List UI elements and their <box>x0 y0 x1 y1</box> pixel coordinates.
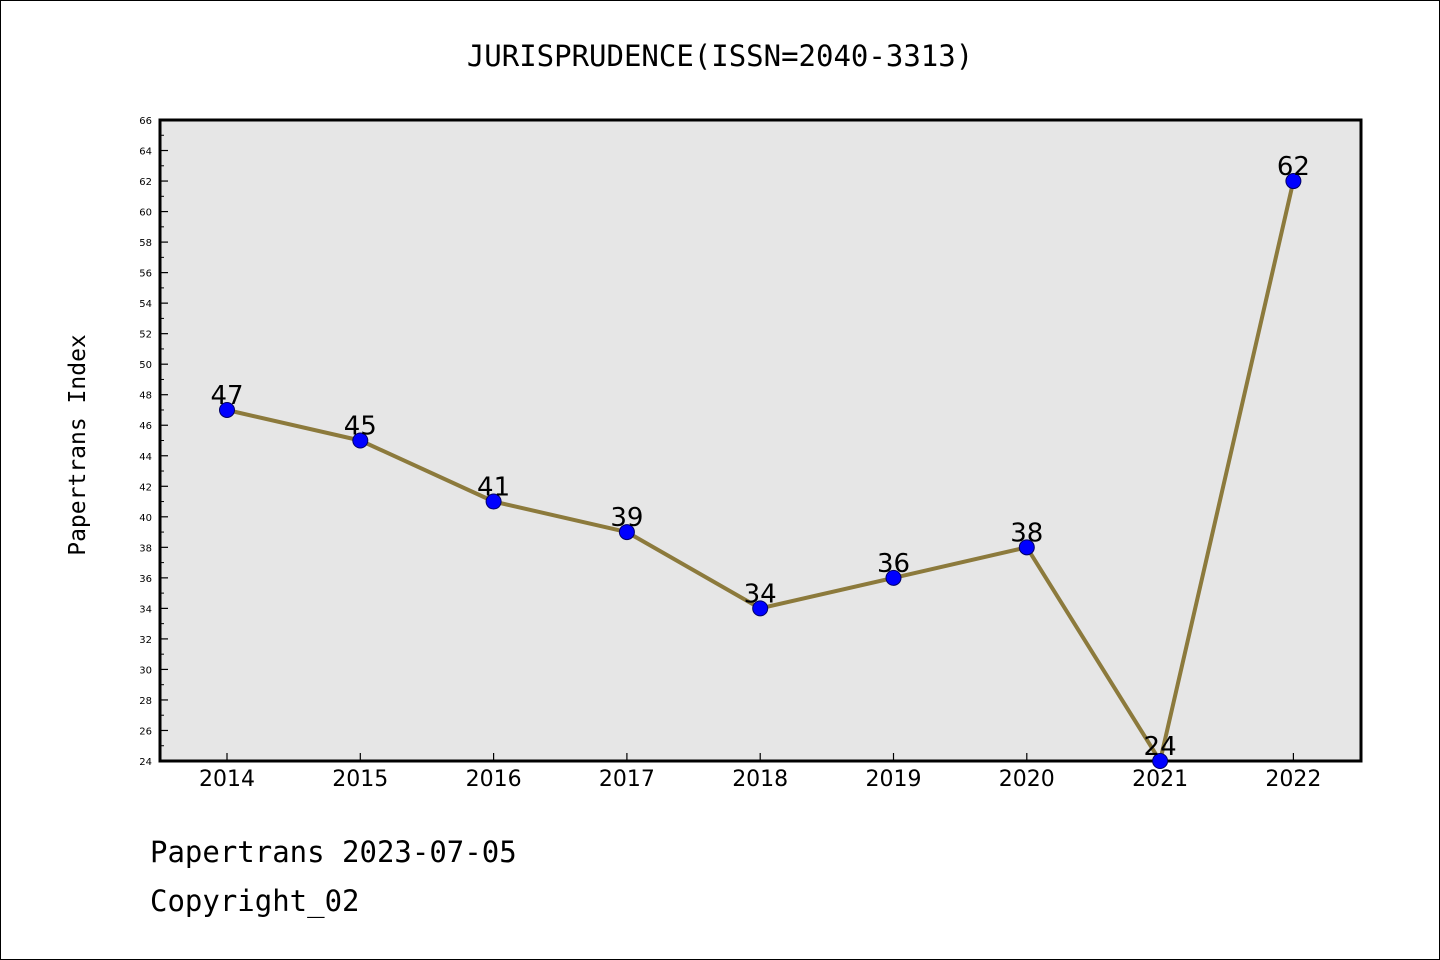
data-label: 45 <box>344 412 377 442</box>
data-label: 38 <box>1010 518 1043 548</box>
x-axis-ticks: 2014 2015 2016 2017 2018 2019 2020 2021 2022 <box>199 753 1321 792</box>
y-tick-label: 54 <box>139 299 152 310</box>
footer-date-text: Papertrans 2023-07-05 <box>150 835 517 869</box>
y-tick-label: 26 <box>139 726 152 737</box>
y-tick-label: 38 <box>139 543 152 554</box>
data-point-marker <box>618 524 635 541</box>
y-axis-label: Papertrans Index <box>65 334 91 556</box>
y-tick-label: 56 <box>139 269 152 280</box>
data-label-group: 47 45 41 39 34 36 38 24 62 <box>210 152 1309 762</box>
data-point-marker <box>352 432 369 449</box>
y-tick-label: 36 <box>139 574 152 585</box>
y-tick-label: 66 <box>139 116 152 127</box>
data-point-marker <box>219 401 235 418</box>
y-tick-label: 32 <box>139 635 152 646</box>
y-tick-label: 52 <box>139 330 152 341</box>
data-label: 62 <box>1277 152 1310 182</box>
y-tick-label: 60 <box>139 208 152 219</box>
y-tick-label: 58 <box>139 238 152 249</box>
x-tick-label: 2021 <box>1132 767 1188 792</box>
footer-copyright-text: Copyright_02 <box>150 884 360 918</box>
x-tick-label: 2018 <box>732 767 788 792</box>
data-point-marker <box>752 600 769 617</box>
y-tick-label: 44 <box>139 452 152 463</box>
data-point-marker <box>1285 173 1302 190</box>
data-label: 36 <box>877 549 910 579</box>
y-tick-label: 24 <box>139 757 152 768</box>
marker-group <box>219 173 1302 769</box>
data-label: 34 <box>744 579 777 609</box>
x-tick-label: 2022 <box>1265 767 1321 792</box>
data-point-marker <box>885 569 902 586</box>
data-label: 39 <box>610 503 643 533</box>
x-tick-label: 2017 <box>599 767 655 792</box>
x-tick-label: 2019 <box>866 767 922 792</box>
chart-title: JURISPRUDENCE(ISSN=2040-3313) <box>467 39 973 73</box>
y-tick-label: 50 <box>139 360 152 371</box>
data-point-marker <box>1152 753 1169 769</box>
y-tick-label: 40 <box>139 513 152 524</box>
x-tick-label: 2016 <box>466 767 522 792</box>
y-tick-label: 62 <box>139 177 152 188</box>
y-tick-label: 28 <box>139 696 152 707</box>
data-point-marker <box>485 493 502 510</box>
x-tick-label: 2014 <box>199 767 255 792</box>
y-tick-label: 64 <box>139 147 152 158</box>
data-label: 24 <box>1144 732 1177 762</box>
y-tick-label: 48 <box>139 391 152 402</box>
data-point-marker <box>1018 539 1035 556</box>
y-tick-label: 34 <box>139 604 152 615</box>
y-tick-label: 42 <box>139 482 152 493</box>
x-tick-label: 2020 <box>999 767 1055 792</box>
y-tick-label: 46 <box>139 421 152 432</box>
x-tick-label: 2015 <box>332 767 388 792</box>
data-label: 41 <box>477 473 510 503</box>
y-tick-label: 30 <box>139 665 152 676</box>
y-axis-ticks: 24 26 28 30 32 34 36 38 40 42 44 46 48 50 52 54 56 58 60 62… <box>139 116 168 768</box>
data-label: 47 <box>210 381 243 411</box>
